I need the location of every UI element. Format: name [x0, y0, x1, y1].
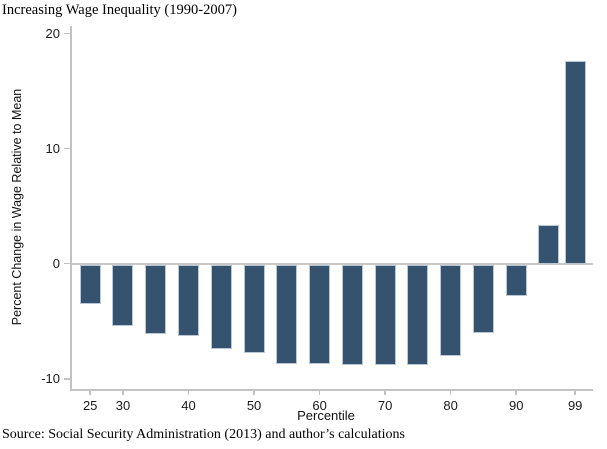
bar-p85	[472, 264, 494, 333]
x-axis-title: Percentile	[297, 408, 355, 423]
bar-p30	[112, 264, 134, 326]
x-tick-label-90: 90	[508, 398, 524, 413]
x-tick-99	[574, 390, 576, 395]
bar-p65	[341, 264, 363, 365]
x-tick-30	[122, 390, 124, 395]
bar-p75	[407, 264, 429, 365]
chart-title: Increasing Wage Inequality (1990-2007)	[2, 2, 237, 18]
bar-p90	[505, 264, 527, 296]
bar-p55	[276, 264, 298, 364]
bar-p40	[178, 264, 199, 337]
bar-p45	[210, 264, 232, 349]
y-tick-label-0: 0	[52, 256, 60, 272]
bar-p95	[538, 224, 560, 264]
x-tick-label-99: 99	[567, 398, 583, 413]
y-axis-title: Percent Change in Wage Relative to Mean	[10, 88, 24, 326]
bar-p60	[309, 264, 331, 364]
y-tick-label-20: 20	[45, 25, 60, 41]
y-tick-label-10: 10	[45, 141, 60, 156]
y-tick-label--10: -10	[41, 371, 60, 387]
x-tick-50	[253, 390, 255, 395]
bar-p50	[243, 264, 265, 354]
y-tick-10	[64, 147, 70, 150]
x-tick-label-25: 25	[82, 398, 98, 413]
x-tick-label-30: 30	[115, 398, 131, 413]
zero-gridline	[71, 263, 593, 265]
x-tick-label-70: 70	[377, 398, 393, 413]
bar-p70	[374, 264, 396, 365]
y-axis-line	[70, 26, 72, 390]
x-tick-60	[318, 390, 321, 395]
x-tick-40	[187, 390, 190, 395]
bar-p99	[564, 60, 586, 264]
x-tick-25	[89, 390, 91, 395]
x-axis-line	[70, 389, 593, 391]
x-tick-80	[449, 390, 452, 395]
x-tick-label-60: 60	[312, 398, 327, 413]
y-tick-20	[64, 32, 70, 35]
x-tick-label-40: 40	[181, 398, 196, 413]
y-tick-0	[64, 262, 70, 265]
x-tick-label-80: 80	[443, 398, 458, 413]
x-tick-label-50: 50	[246, 398, 262, 413]
bar-p35	[145, 264, 167, 334]
bar-p25	[79, 264, 101, 304]
source-note: Source: Social Security Administration (…	[2, 427, 405, 442]
y-tick--10	[64, 378, 70, 380]
x-tick-70	[384, 390, 386, 395]
x-tick-90	[515, 390, 517, 395]
bar-p80	[440, 264, 462, 356]
